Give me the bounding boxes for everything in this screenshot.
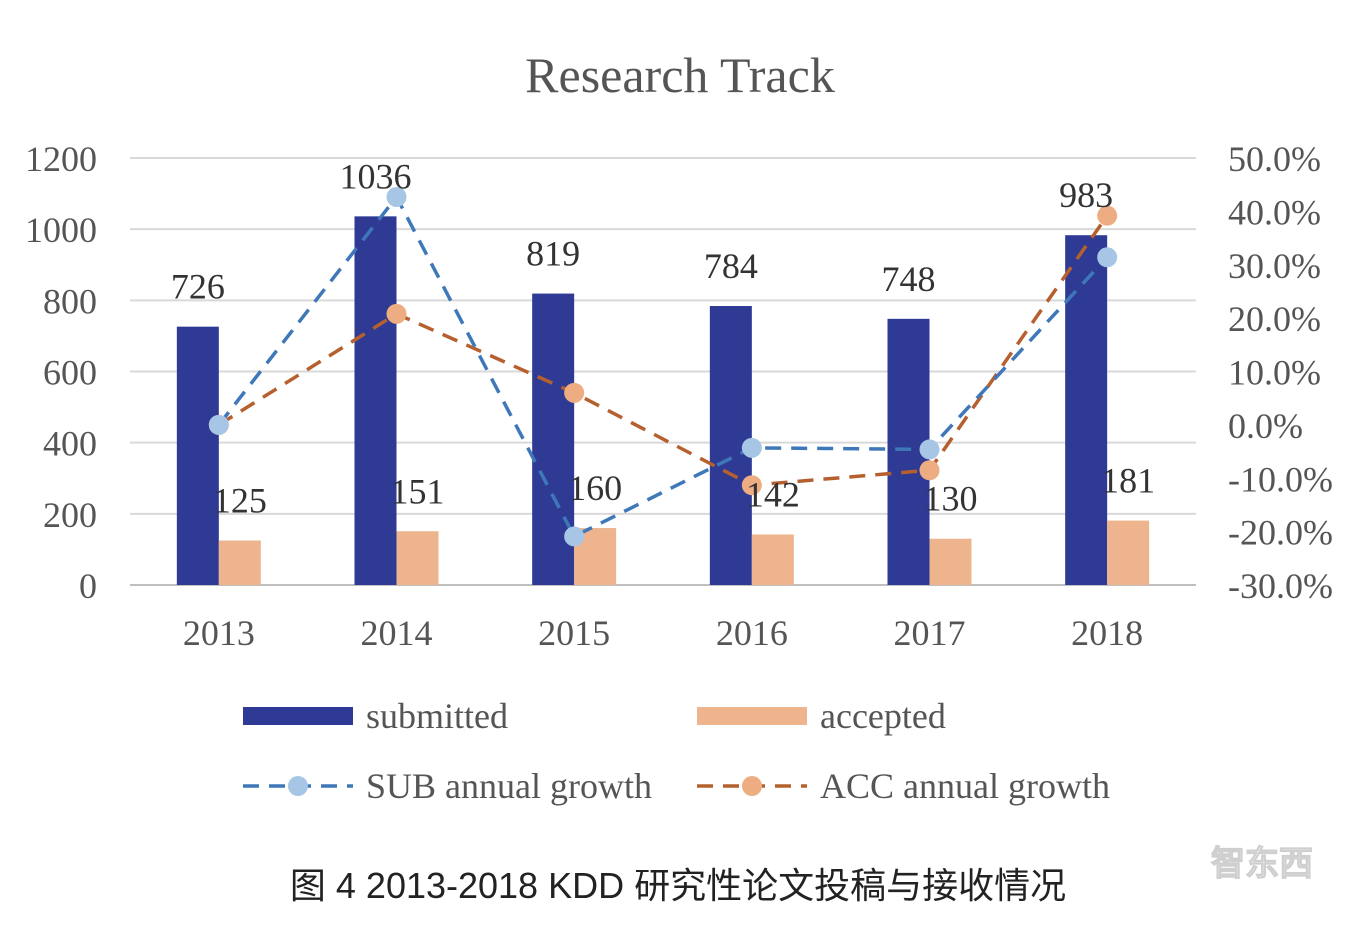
data-label-accepted: 130 <box>924 479 978 519</box>
y-left-tick-label: 0 <box>79 566 97 606</box>
legend-label-submitted: submitted <box>366 696 508 736</box>
legend-marker-sub-growth <box>288 776 308 796</box>
bars <box>176 216 1150 586</box>
right-axis-ticks: -30.0% -20.0% -10.0% 0.0% 10.0% 20.0% 30.0% 40.… <box>1228 139 1333 606</box>
bar-submitted <box>1065 235 1108 586</box>
bar-accepted <box>751 534 794 585</box>
x-tick-label: 2015 <box>538 613 610 653</box>
data-label-accepted: 160 <box>568 468 622 508</box>
left-axis-ticks: 0 200 400 600 800 1000 1200 <box>25 139 97 606</box>
data-label-accepted: 151 <box>391 471 445 511</box>
x-tick-label: 2017 <box>894 613 966 653</box>
y-left-tick-label: 1000 <box>25 210 97 250</box>
data-label-accepted: 125 <box>213 481 267 521</box>
sub-growth-marker <box>386 186 407 207</box>
sub-growth-marker <box>1097 247 1118 268</box>
watermark-logo: 智东西 <box>1211 844 1313 883</box>
legend-swatch-accepted <box>697 707 807 725</box>
legend-label-acc-growth: ACC annual growth <box>820 766 1110 806</box>
legend: submitted accepted SUB annual growth ACC an… <box>243 696 1110 806</box>
bar-accepted <box>218 540 261 585</box>
x-tick-label: 2016 <box>716 613 788 653</box>
y-right-tick-label: -10.0% <box>1228 459 1333 499</box>
acc-growth-marker <box>1097 205 1118 226</box>
sub-growth-marker <box>741 437 762 458</box>
data-label-submitted: 726 <box>171 267 225 307</box>
data-labels: 726 125 1036 151 819 160 784 142 748 130 983 181 <box>171 156 1155 520</box>
y-right-tick-label: -30.0% <box>1228 566 1333 606</box>
x-tick-label: 2014 <box>361 613 433 653</box>
legend-label-sub-growth: SUB annual growth <box>366 766 652 806</box>
y-right-tick-label: -20.0% <box>1228 513 1333 553</box>
data-label-submitted: 819 <box>526 234 580 274</box>
sub-growth-line <box>217 193 1109 539</box>
y-left-tick-label: 400 <box>43 424 97 464</box>
sub-growth-marker <box>564 526 585 547</box>
acc-growth-marker <box>564 382 585 403</box>
gridlines <box>130 157 1196 586</box>
acc-growth-line <box>217 214 1109 487</box>
data-label-submitted: 784 <box>704 246 758 286</box>
y-left-tick-label: 600 <box>43 353 97 393</box>
x-axis-ticks: 2013 2014 2015 2016 2017 2018 <box>183 613 1143 653</box>
y-right-tick-label: 20.0% <box>1228 299 1321 339</box>
y-right-tick-label: 30.0% <box>1228 246 1321 286</box>
data-label-submitted: 1036 <box>340 156 412 196</box>
x-tick-label: 2013 <box>183 613 255 653</box>
bar-submitted <box>176 326 219 585</box>
figure-caption: 图 4 2013-2018 KDD 研究性论文投稿与接收情况 <box>290 865 1066 906</box>
acc-growth-marker <box>386 303 407 324</box>
y-right-tick-label: 40.0% <box>1228 192 1321 232</box>
bar-submitted <box>354 216 397 585</box>
chart-title: Research Track <box>525 47 835 103</box>
y-left-tick-label: 800 <box>43 281 97 321</box>
sub-growth-marker <box>919 439 940 460</box>
y-right-tick-label: 0.0% <box>1228 406 1303 446</box>
sub-growth-marker <box>208 414 229 435</box>
x-tick-label: 2018 <box>1071 613 1143 653</box>
y-right-tick-label: 50.0% <box>1228 139 1321 179</box>
bar-accepted <box>396 531 439 585</box>
data-label-submitted: 983 <box>1059 175 1113 215</box>
bar-accepted <box>929 538 972 585</box>
bar-accepted <box>1107 520 1150 585</box>
legend-swatch-submitted <box>243 707 353 725</box>
y-right-tick-label: 10.0% <box>1228 353 1321 393</box>
y-left-tick-label: 1200 <box>25 139 97 179</box>
legend-label-accepted: accepted <box>820 696 946 736</box>
legend-marker-acc-growth <box>742 776 762 796</box>
acc-growth-marker <box>741 475 762 496</box>
data-label-accepted: 181 <box>1101 461 1155 501</box>
data-label-submitted: 748 <box>882 259 936 299</box>
y-left-tick-label: 200 <box>43 495 97 535</box>
acc-growth-marker <box>919 460 940 481</box>
data-label-accepted: 142 <box>746 474 800 514</box>
growth-lines <box>208 186 1118 547</box>
